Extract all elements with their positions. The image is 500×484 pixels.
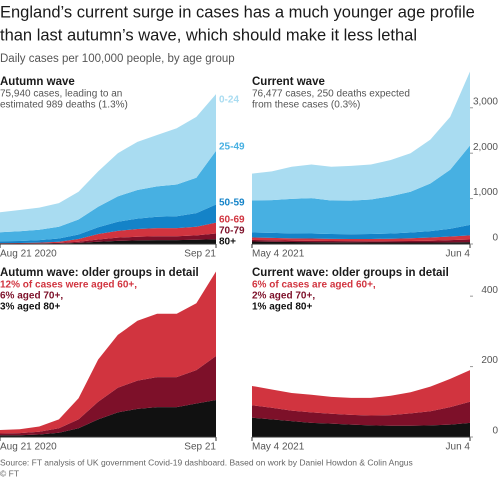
chart-title: than last autumn’s wave, which should ma… bbox=[0, 26, 417, 44]
plot bbox=[0, 271, 216, 437]
annotation: 75,940 cases, leading to an bbox=[0, 89, 122, 100]
annotation: estimated 989 deaths (1.3%) bbox=[0, 100, 128, 111]
area bbox=[252, 224, 470, 239]
area bbox=[0, 400, 216, 437]
chart-title: England’s current surge in cases has a m… bbox=[0, 3, 475, 21]
annotation: 3% aged 80+ bbox=[0, 302, 60, 313]
legend-label: 60-69 bbox=[219, 215, 245, 226]
area bbox=[252, 235, 470, 242]
annotation: from these cases (0.3%) bbox=[252, 100, 360, 111]
panel-title: Autumn wave: older groups in detail bbox=[0, 267, 199, 279]
annotation: 6% of cases are aged 60+, bbox=[252, 280, 376, 291]
x-tick-label: May 4 2021 bbox=[252, 249, 305, 260]
x-tick-label: Aug 21 2020 bbox=[0, 442, 57, 453]
area bbox=[0, 233, 216, 244]
area bbox=[252, 71, 470, 201]
annotation: 12% of cases were aged 60+, bbox=[0, 280, 137, 291]
area bbox=[252, 239, 470, 243]
area bbox=[0, 271, 216, 434]
panel-title: Autumn wave bbox=[0, 76, 75, 88]
legend-label: 25-49 bbox=[219, 142, 245, 153]
y-tick-label: 0 bbox=[492, 233, 498, 244]
area bbox=[252, 417, 470, 437]
panel-title: Current wave bbox=[252, 76, 325, 88]
y-tick-label: 0 bbox=[492, 426, 498, 437]
area bbox=[0, 239, 216, 244]
annotation: 2% aged 70+, bbox=[252, 291, 315, 302]
plot bbox=[252, 370, 470, 437]
legend-label: 80+ bbox=[219, 237, 236, 248]
subtitle: Daily cases per 100,000 people, by age g… bbox=[0, 53, 235, 65]
x-tick-label: Sep 21 bbox=[184, 249, 216, 260]
copyright: © FT bbox=[0, 468, 19, 478]
y-tick-label: 3,000 bbox=[473, 96, 498, 107]
area bbox=[0, 150, 216, 242]
x-tick-label: Jun 4 bbox=[446, 442, 471, 453]
annotation: 76,477 cases, 250 deaths expected bbox=[252, 89, 410, 100]
area bbox=[252, 145, 470, 235]
y-tick-label: 400 bbox=[481, 285, 498, 296]
plot bbox=[252, 71, 470, 244]
legend-label: 70-79 bbox=[219, 226, 245, 237]
area bbox=[0, 94, 216, 233]
legend-label: 0-24 bbox=[219, 95, 239, 106]
area bbox=[252, 241, 470, 244]
legend-label: 50-59 bbox=[219, 198, 245, 209]
plot bbox=[0, 94, 216, 244]
area bbox=[252, 370, 470, 416]
annotation: 1% aged 80+ bbox=[252, 302, 312, 313]
area bbox=[0, 204, 216, 244]
source: Source: FT analysis of UK government Cov… bbox=[0, 457, 413, 467]
area bbox=[252, 401, 470, 426]
x-tick-label: Sep 21 bbox=[184, 442, 216, 453]
panel-title: Current wave: older groups in detail bbox=[252, 267, 449, 279]
y-tick-label: 1,000 bbox=[473, 187, 498, 198]
annotation: 6% aged 70+, bbox=[0, 291, 63, 302]
x-tick-label: May 4 2021 bbox=[252, 442, 305, 453]
y-tick-label: 200 bbox=[481, 355, 498, 366]
x-tick-label: Aug 21 2020 bbox=[0, 249, 57, 260]
y-tick-label: 2,000 bbox=[473, 142, 498, 153]
x-tick-label: Jun 4 bbox=[446, 249, 471, 260]
area bbox=[0, 222, 216, 244]
area bbox=[0, 356, 216, 436]
